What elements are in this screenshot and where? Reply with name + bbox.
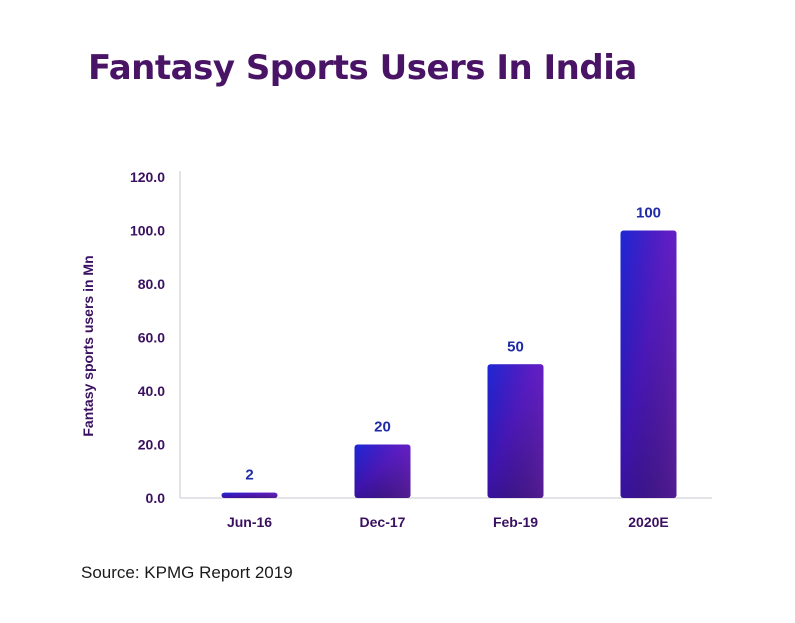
x-axis: Jun-16 Dec-17 Feb-19 2020E: [180, 497, 712, 530]
y-axis: 0.0 20.0 40.0 60.0 80.0 100.0 120.0: [130, 169, 181, 506]
y-tick-label: 80.0: [138, 276, 165, 292]
source-note: Source: KPMG Report 2019: [81, 563, 293, 582]
x-tick-label: Feb-19: [493, 514, 538, 530]
x-tick-label: Dec-17: [360, 514, 406, 530]
bar-value-label: 50: [507, 338, 524, 355]
y-tick-label: 40.0: [138, 383, 165, 399]
bars: 2 20 50 100: [221, 205, 677, 498]
bar-highlight: [221, 492, 278, 498]
bar-highlight: [354, 444, 411, 498]
y-tick-label: 60.0: [138, 330, 165, 346]
bar-value-label: 20: [374, 419, 391, 436]
x-tick-label: 2020E: [628, 514, 668, 530]
y-tick-label: 120.0: [130, 169, 165, 185]
y-tick-label: 100.0: [130, 223, 165, 239]
x-tick-label: Jun-16: [227, 514, 272, 530]
bar-value-label: 100: [636, 205, 661, 222]
y-axis-title: Fantasy sports users in Mn: [80, 255, 96, 436]
chart-title: Fantasy Sports Users In India: [88, 48, 637, 88]
y-tick-label: 0.0: [146, 490, 166, 506]
bar-highlight: [620, 230, 677, 498]
bar-value-label: 2: [245, 467, 253, 484]
bar-highlight: [487, 364, 544, 498]
y-tick-label: 20.0: [138, 437, 165, 453]
